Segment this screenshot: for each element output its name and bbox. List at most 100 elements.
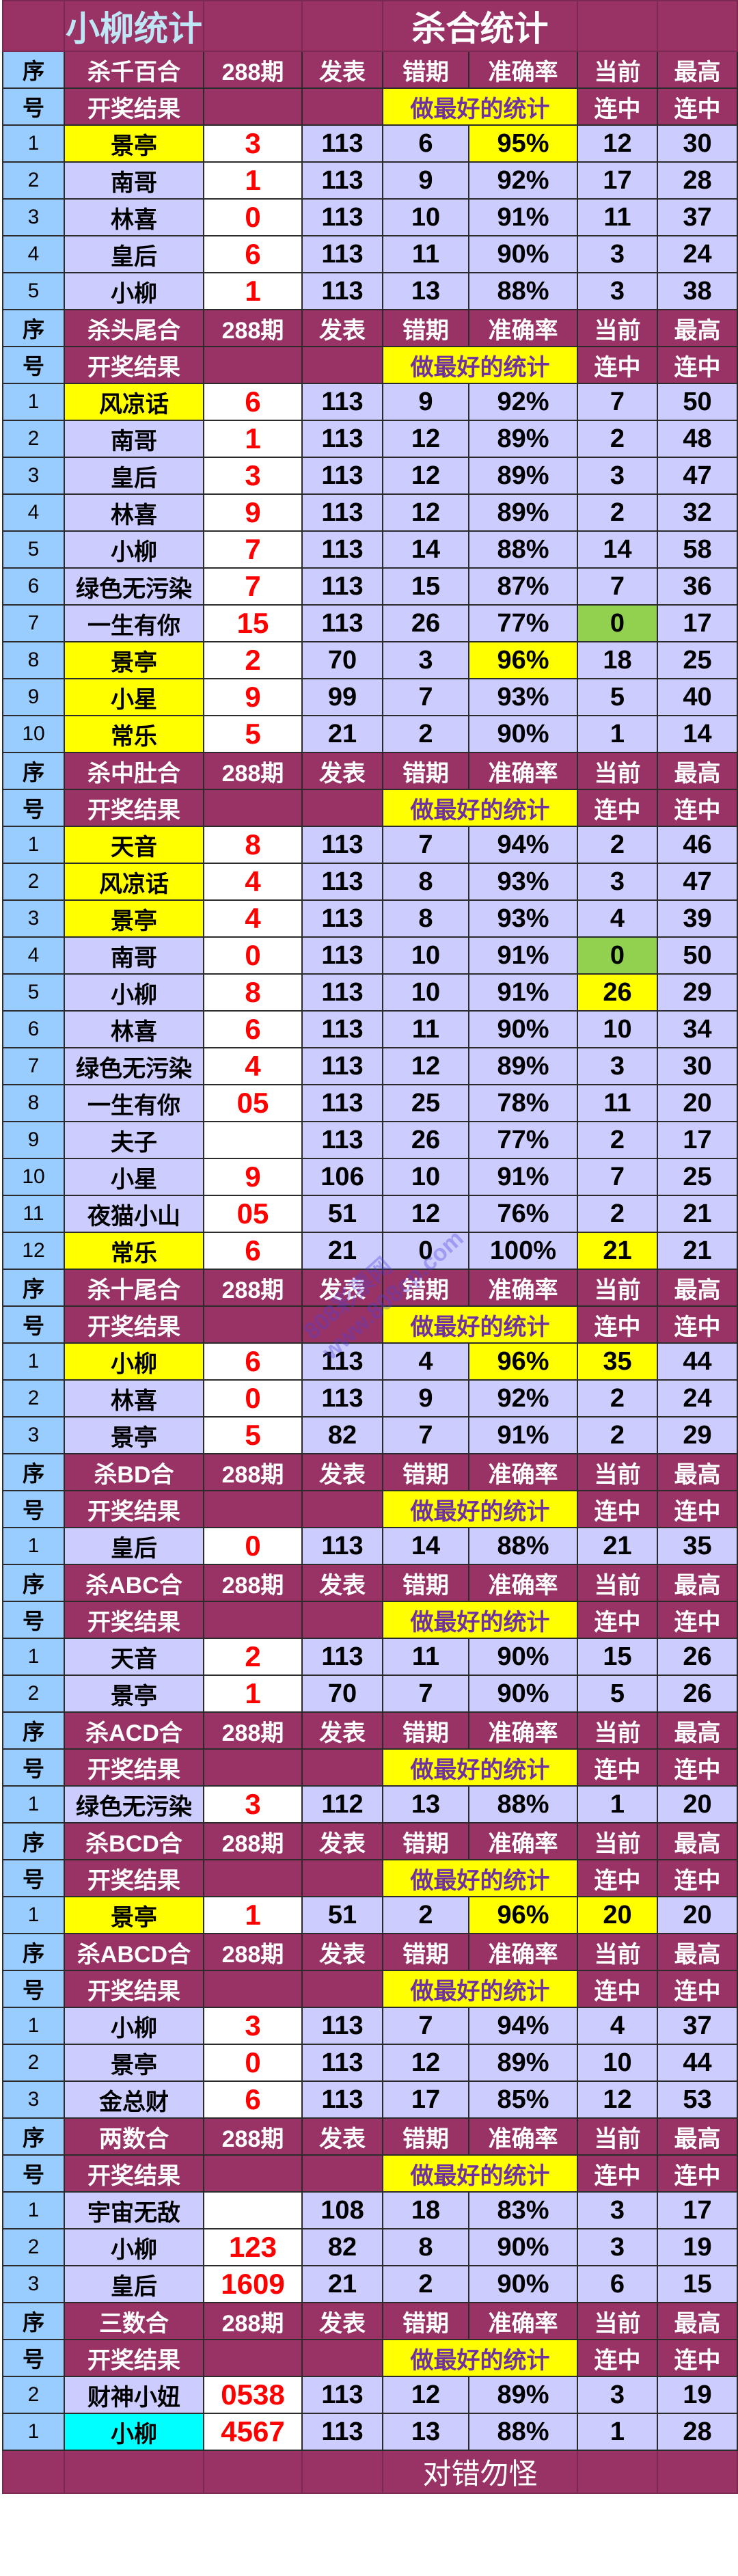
- seq-header: 号: [2, 2154, 65, 2193]
- miss-cell: 10: [382, 936, 469, 975]
- section-title: 杀ABCD合: [64, 1933, 204, 1971]
- kill-result-cell: 2: [203, 1638, 303, 1676]
- kill-result-cell: 1: [203, 272, 303, 310]
- period-header: 288期: [203, 1933, 303, 1971]
- accuracy-header: 准确率: [468, 752, 578, 790]
- section-title: 杀千百合: [64, 51, 204, 89]
- accuracy-cell: 85%: [468, 2080, 578, 2119]
- kill-result-cell: 05: [203, 1084, 303, 1122]
- published-cell: 106: [301, 1158, 383, 1196]
- seq-header: 序: [2, 1933, 65, 1971]
- period-header: 288期: [203, 1711, 303, 1750]
- current-streak-cell: 21: [577, 1527, 658, 1565]
- seq-header: 号: [2, 789, 65, 827]
- kill-result-cell: 05: [203, 1195, 303, 1233]
- seq-cell: 2: [2, 2044, 65, 2082]
- kill-result-cell: 3: [203, 457, 303, 495]
- seq-header: 序: [2, 2302, 65, 2340]
- miss-header: 错期: [382, 1933, 469, 1971]
- forecaster-name: 一生有你: [64, 1084, 204, 1122]
- result-header: 开奖结果: [64, 2154, 204, 2193]
- forecaster-name: 夜猫小山: [64, 1195, 204, 1233]
- current-streak-cell: 15: [577, 1638, 658, 1676]
- streak-header: 连中: [657, 789, 738, 827]
- current-streak-cell: 3: [577, 1047, 658, 1085]
- seq-cell: 2: [2, 161, 65, 200]
- seq-cell: 2: [2, 420, 65, 458]
- blank-cell: [203, 1601, 303, 1639]
- accuracy-header: 准确率: [468, 1933, 578, 1971]
- blank-cell: [203, 87, 303, 126]
- current-streak-cell: 14: [577, 530, 658, 569]
- miss-cell: 12: [382, 2044, 469, 2082]
- max-streak-cell: 40: [657, 678, 738, 716]
- kill-result-cell: 9: [203, 1158, 303, 1196]
- best-stats-label: 做最好的统计: [382, 2339, 578, 2377]
- accuracy-header: 准确率: [468, 1269, 578, 1307]
- published-cell: 82: [301, 2228, 383, 2266]
- seq-cell: 1: [2, 2191, 65, 2229]
- miss-cell: 13: [382, 272, 469, 310]
- current-header: 当前: [577, 2117, 658, 2156]
- miss-cell: 12: [382, 2376, 469, 2414]
- seq-cell: 3: [2, 1416, 65, 1454]
- table-row: 1 景亭 1 51 2 96% 20 20: [2, 1896, 738, 1934]
- current-streak-cell: 3: [577, 863, 658, 901]
- seq-header: 序: [2, 1711, 65, 1750]
- accuracy-cell: 90%: [468, 1638, 578, 1676]
- seq-cell: 6: [2, 1010, 65, 1048]
- kill-result-cell: 3: [203, 1785, 303, 1823]
- max-streak-cell: 26: [657, 1675, 738, 1713]
- streak-header: 连中: [577, 1305, 658, 1344]
- kill-result-cell: [203, 2191, 303, 2229]
- blank-cell: [203, 1859, 303, 1897]
- section-title: 杀BCD合: [64, 1822, 204, 1860]
- current-streak-cell: 35: [577, 1342, 658, 1381]
- seq-cell: 10: [2, 1158, 65, 1196]
- section-header-row: 序杀BCD合 288期 发表 错期 准确率 当前 最高: [2, 1822, 738, 1860]
- blank-cell: [301, 1601, 383, 1639]
- miss-header: 错期: [382, 1711, 469, 1750]
- forecaster-name: 林喜: [64, 1379, 204, 1418]
- miss-cell: 25: [382, 1084, 469, 1122]
- forecaster-name: 林喜: [64, 493, 204, 532]
- max-streak-cell: 15: [657, 2265, 738, 2303]
- forecaster-name: 小柳: [64, 530, 204, 569]
- table-row: 7 绿色无污染 4 113 12 89% 3 30: [2, 1047, 738, 1085]
- seq-cell: 1: [2, 1342, 65, 1381]
- accuracy-cell: 91%: [468, 198, 578, 236]
- streak-header: 连中: [577, 87, 658, 126]
- streak-header: 连中: [657, 1859, 738, 1897]
- kill-result-cell: 7: [203, 530, 303, 569]
- published-cell: 113: [301, 1527, 383, 1565]
- current-streak-cell: 7: [577, 383, 658, 421]
- table-row: 3 林喜 0 113 10 91% 11 37: [2, 198, 738, 236]
- kill-result-cell: 0: [203, 936, 303, 975]
- blank-cell: [301, 87, 383, 126]
- miss-cell: 12: [382, 493, 469, 532]
- max-streak-cell: 50: [657, 383, 738, 421]
- seq-cell: 7: [2, 604, 65, 642]
- streak-header: 连中: [657, 1601, 738, 1639]
- published-header: 发表: [301, 2302, 383, 2340]
- miss-header: 错期: [382, 1453, 469, 1491]
- kill-result-cell: 2: [203, 641, 303, 679]
- accuracy-cell: 93%: [468, 678, 578, 716]
- seq-cell: 9: [2, 1121, 65, 1159]
- miss-cell: 9: [382, 161, 469, 200]
- seq-cell: 2: [2, 863, 65, 901]
- forecaster-name: 南哥: [64, 420, 204, 458]
- published-cell: 112: [301, 1785, 383, 1823]
- current-streak-cell: 4: [577, 899, 658, 938]
- seq-cell: 4: [2, 493, 65, 532]
- current-streak-cell: 2: [577, 1379, 658, 1418]
- forecaster-name: 景亭: [64, 1896, 204, 1934]
- forecaster-name: 景亭: [64, 2044, 204, 2082]
- published-header: 发表: [301, 1269, 383, 1307]
- miss-cell: 2: [382, 1896, 469, 1934]
- section-subheader-row: 号开奖结果 做最好的统计 连中 连中: [2, 2154, 738, 2193]
- max-streak-cell: 20: [657, 1084, 738, 1122]
- miss-header: 错期: [382, 309, 469, 347]
- forecaster-name: 小柳: [64, 2413, 204, 2451]
- seq-cell: 4: [2, 235, 65, 273]
